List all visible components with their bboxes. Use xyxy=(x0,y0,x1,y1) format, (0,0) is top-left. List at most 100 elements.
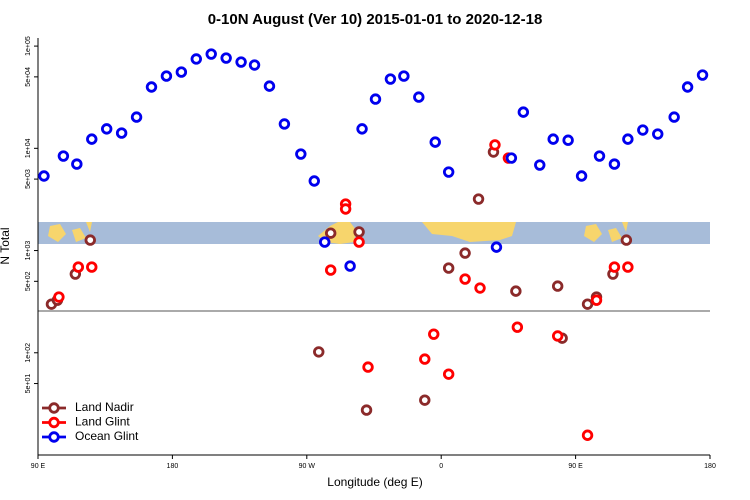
point xyxy=(459,273,471,285)
point xyxy=(581,298,594,310)
y-tick-label: 5e+04 xyxy=(25,67,32,87)
point xyxy=(442,262,455,274)
point xyxy=(220,52,232,64)
point xyxy=(205,48,217,60)
point xyxy=(681,81,694,93)
point xyxy=(442,368,455,380)
point xyxy=(490,241,503,253)
point xyxy=(510,285,522,297)
point xyxy=(313,346,325,358)
point xyxy=(175,66,188,78)
point xyxy=(413,91,425,103)
map-band xyxy=(38,222,710,244)
point xyxy=(608,261,621,273)
point xyxy=(581,429,594,441)
point xyxy=(353,226,365,238)
legend-label: Ocean Glint xyxy=(75,429,139,443)
point xyxy=(53,291,65,303)
point xyxy=(57,150,70,162)
point xyxy=(429,136,441,148)
y-tick-label: 1e+03 xyxy=(25,241,32,261)
y-axis-label: N Total xyxy=(0,227,12,264)
point xyxy=(353,236,365,248)
legend-label: Land Glint xyxy=(75,415,130,429)
point xyxy=(145,81,158,93)
point xyxy=(190,53,202,65)
point xyxy=(696,69,709,81)
point xyxy=(517,106,530,118)
legend-marker xyxy=(48,416,60,429)
y-tick-label: 5e+01 xyxy=(25,374,32,394)
point xyxy=(575,170,588,182)
y-tick-label: 1e+05 xyxy=(25,36,32,56)
point xyxy=(590,294,603,306)
point xyxy=(71,158,83,170)
point xyxy=(442,166,455,178)
point xyxy=(319,236,331,248)
point xyxy=(324,264,337,276)
point xyxy=(324,227,337,239)
point xyxy=(622,261,634,273)
point xyxy=(668,111,680,123)
point xyxy=(622,133,634,145)
y-tick-label: 5e+02 xyxy=(25,271,32,291)
y-tick-label: 5e+03 xyxy=(25,169,32,189)
point xyxy=(369,93,382,105)
point xyxy=(551,330,564,342)
point xyxy=(593,150,606,162)
point xyxy=(72,261,85,273)
point xyxy=(652,128,664,140)
point xyxy=(384,73,397,85)
point xyxy=(235,56,247,68)
chart-title: 0-10N August (Ver 10) 2015-01-01 to 2020… xyxy=(208,11,543,28)
point xyxy=(608,158,621,170)
point xyxy=(362,361,374,373)
point xyxy=(474,282,486,294)
legend-marker xyxy=(48,431,60,443)
point xyxy=(489,139,501,151)
point xyxy=(398,70,410,82)
point xyxy=(360,404,373,416)
x-tick-label: 180 xyxy=(167,463,179,470)
point xyxy=(84,234,96,246)
point xyxy=(534,159,546,171)
legend-label: Land Nadir xyxy=(75,400,134,414)
y-tick-label: 1e+04 xyxy=(25,138,32,158)
point xyxy=(511,321,524,333)
point xyxy=(637,124,649,136)
point xyxy=(130,111,143,123)
x-tick-label: 90 E xyxy=(31,463,46,470)
x-axis-label: Longitude (deg E) xyxy=(327,475,422,489)
point xyxy=(38,170,50,182)
point xyxy=(620,234,633,246)
point xyxy=(160,70,173,82)
point xyxy=(551,280,564,292)
point xyxy=(308,175,320,187)
x-tick-label: 90 E xyxy=(568,463,583,470)
point xyxy=(459,247,471,259)
point xyxy=(562,134,574,146)
x-tick-label: 90 W xyxy=(299,463,316,470)
point xyxy=(248,59,261,71)
point xyxy=(472,193,485,205)
point xyxy=(356,123,368,135)
legend-marker xyxy=(48,402,60,414)
point xyxy=(263,80,276,92)
point xyxy=(428,328,440,340)
point xyxy=(278,118,291,130)
y-tick-label: 1e+02 xyxy=(25,343,32,363)
point xyxy=(86,133,98,145)
point xyxy=(339,203,352,215)
point xyxy=(419,394,431,406)
point xyxy=(344,260,356,272)
point xyxy=(86,261,98,273)
x-tick-label: 180 xyxy=(704,463,716,470)
point xyxy=(547,133,559,145)
point xyxy=(295,148,307,160)
point xyxy=(115,127,128,139)
point xyxy=(100,123,113,135)
point xyxy=(505,152,518,164)
point xyxy=(419,353,431,365)
x-tick-label: 0 xyxy=(439,463,443,470)
